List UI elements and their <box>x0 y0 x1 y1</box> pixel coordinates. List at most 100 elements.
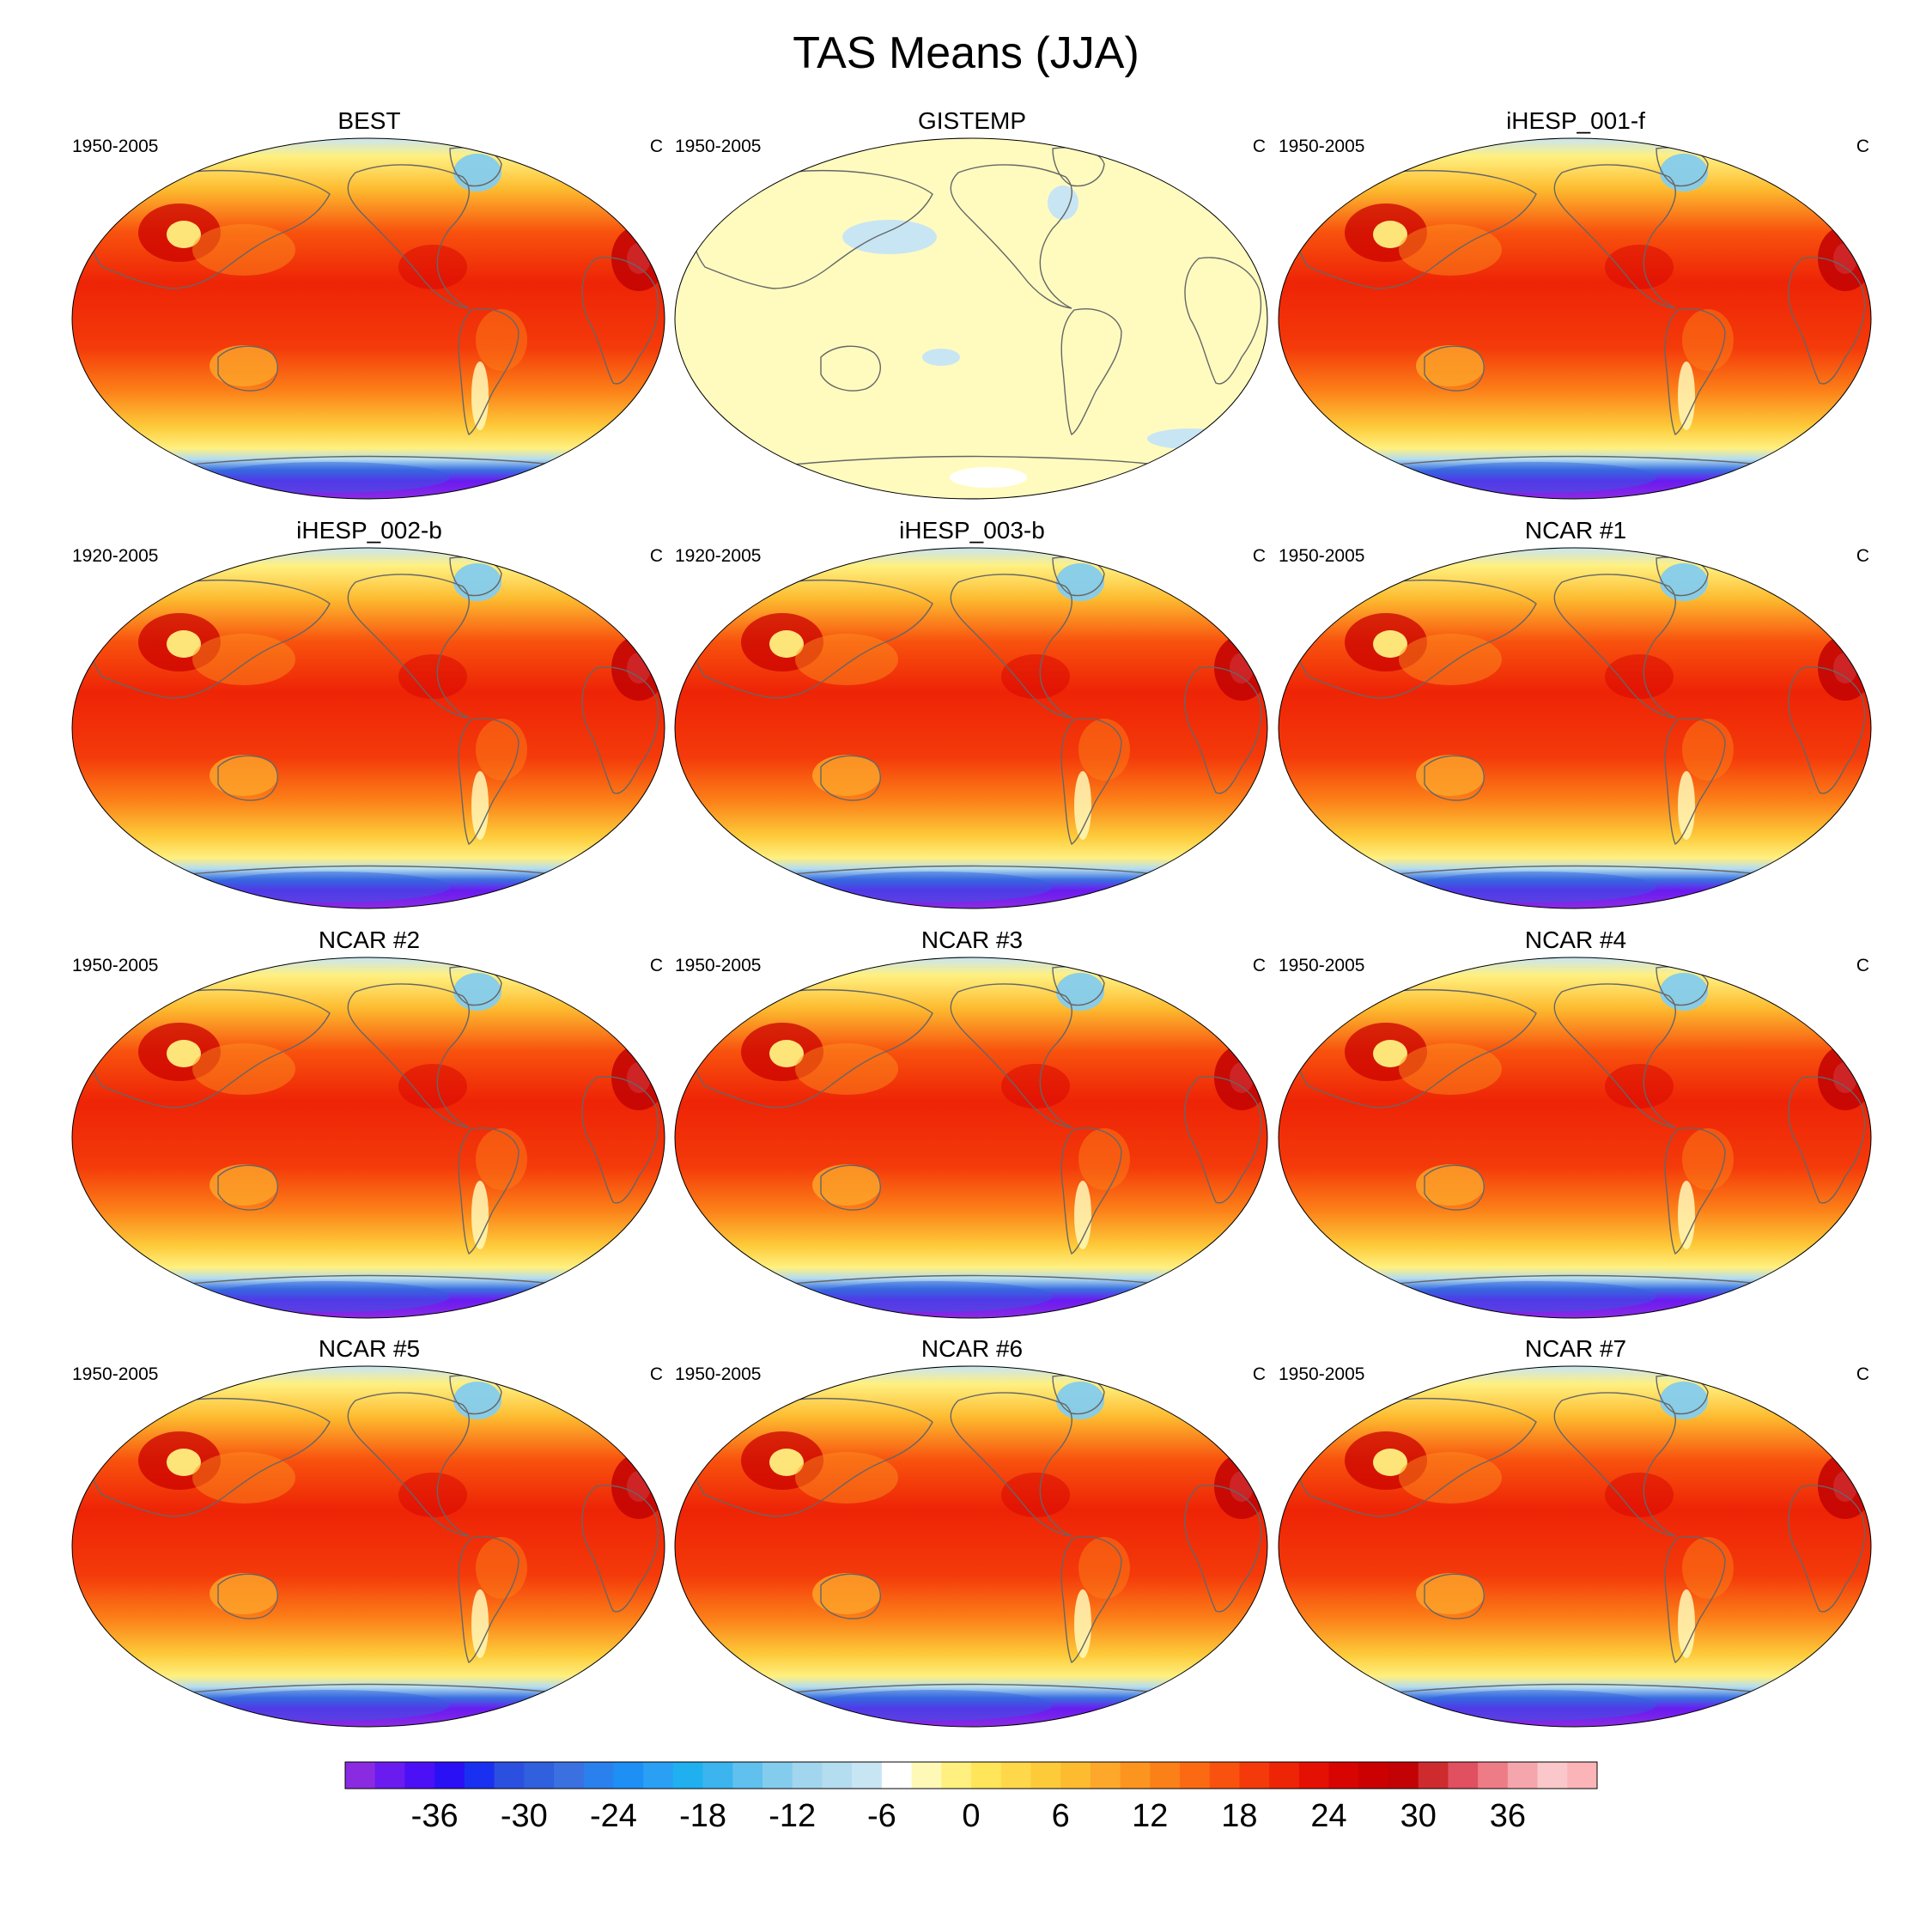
colorbar-bin <box>1180 1762 1211 1789</box>
coastline-eurasia <box>690 169 933 289</box>
colorbar-bin <box>732 1762 763 1789</box>
map-border <box>71 137 665 500</box>
colorbar-bin <box>374 1762 405 1789</box>
colorbar-bin <box>1269 1762 1300 1789</box>
panel-units: C <box>649 956 663 975</box>
map-border <box>674 547 1268 909</box>
temperature-field <box>72 548 665 908</box>
map-border <box>1278 1365 1872 1728</box>
colorbar-bin <box>1150 1762 1181 1789</box>
panel-period: 1950-2005 <box>1279 137 1365 156</box>
map <box>1278 1365 1872 1728</box>
coastline-africa <box>1788 666 1866 794</box>
map-panel: NCAR #4 1950-2005 C <box>1275 927 1876 1321</box>
panel-period: 1950-2005 <box>72 1364 159 1384</box>
panel-units: C <box>1252 1364 1266 1384</box>
colorbar-bin <box>1298 1762 1330 1789</box>
panel-period: 1920-2005 <box>675 546 762 566</box>
coastline-australia <box>217 345 278 392</box>
coastline-south-america <box>1060 308 1122 436</box>
map-border <box>674 1365 1268 1728</box>
colorbar-bin <box>434 1762 465 1789</box>
map-border <box>674 137 1268 500</box>
coastline-south-america <box>458 1536 519 1664</box>
coastline-australia <box>820 345 881 392</box>
coastline-australia <box>217 1164 278 1211</box>
coastline-africa <box>581 1485 659 1613</box>
coastline-south-america <box>1664 308 1726 436</box>
coastline-north-america <box>347 983 470 1128</box>
map-panel: GISTEMP 1950-2005 C <box>671 107 1273 502</box>
map <box>674 957 1268 1319</box>
map-border <box>71 547 665 909</box>
coastline-africa <box>1184 1485 1262 1613</box>
colorbar-bin <box>1537 1762 1568 1789</box>
panel-period: 1950-2005 <box>1279 1364 1365 1384</box>
temperature-field <box>1279 1366 1871 1727</box>
coastline-north-america <box>347 1392 470 1537</box>
map-border <box>1278 547 1872 909</box>
map-panel: BEST 1950-2005 C <box>69 107 670 502</box>
temperature-field <box>675 957 1267 1318</box>
map-border <box>71 957 665 1319</box>
coastline-africa <box>581 666 659 794</box>
figure-title: TAS Means (JJA) <box>793 28 1139 78</box>
colorbar-bin <box>852 1762 883 1789</box>
coastline-australia <box>217 1573 278 1619</box>
coastline-north-america <box>950 983 1072 1128</box>
colorbar-bin <box>822 1762 853 1789</box>
colorbar-bin <box>1239 1762 1270 1789</box>
colorbar-bin <box>762 1762 793 1789</box>
panel-title: NCAR #7 <box>1524 1335 1627 1362</box>
coastline-australia <box>820 1573 881 1619</box>
coastline-eurasia <box>690 1397 933 1517</box>
colorbar-bin <box>1120 1762 1151 1789</box>
panel-title: NCAR #2 <box>318 927 421 953</box>
coastline-south-america <box>458 1127 519 1255</box>
map <box>1278 957 1872 1319</box>
temperature-field <box>72 1366 665 1727</box>
panel-period: 1920-2005 <box>72 546 159 566</box>
coastline-africa <box>1788 257 1866 385</box>
coastline-south-america <box>458 308 519 436</box>
coastline-eurasia <box>1293 988 1537 1109</box>
map-panel-grid: BEST 1950-2005 C GISTEMP 1950-2005 C iHESP_001… <box>69 107 1876 1730</box>
coastline-eurasia <box>87 579 331 699</box>
map-panel: NCAR #7 1950-2005 C <box>1275 1335 1876 1730</box>
colorbar-bin <box>941 1762 972 1789</box>
temperature-field <box>72 138 665 499</box>
panel-title: iHESP_003-b <box>899 517 1045 544</box>
map-border <box>674 957 1268 1319</box>
colorbar-bin <box>792 1762 823 1789</box>
colorbar-bin <box>971 1762 1002 1789</box>
coastline-africa <box>1788 1076 1866 1204</box>
map-panel: iHESP_001-f 1950-2005 C <box>1275 107 1876 502</box>
map <box>71 957 665 1319</box>
colorbar-tick-label: -12 <box>769 1798 816 1834</box>
colorbar-bin <box>554 1762 585 1789</box>
colorbar-tick-label: -6 <box>867 1798 896 1834</box>
colorbar-tick-label: 24 <box>1310 1798 1346 1834</box>
panel-title: NCAR #5 <box>318 1335 421 1362</box>
colorbar-bin <box>702 1762 733 1789</box>
colorbar-tick-label: 6 <box>1052 1798 1070 1834</box>
coastline-eurasia <box>690 579 933 699</box>
coastline-south-america <box>1060 1536 1122 1664</box>
panel-title: NCAR #6 <box>920 1335 1024 1362</box>
coastline-north-america <box>1553 164 1676 309</box>
panel-title: iHESP_001-f <box>1506 107 1645 134</box>
colorbar-bin <box>1478 1762 1509 1789</box>
colorbar-tick-label: -36 <box>411 1798 459 1834</box>
colorbar-bin <box>1060 1762 1091 1789</box>
panel-period: 1950-2005 <box>675 956 762 975</box>
colorbar-bin <box>1209 1762 1240 1789</box>
colorbar-bin <box>1388 1762 1419 1789</box>
map-panel: NCAR #6 1950-2005 C <box>671 1335 1273 1730</box>
coastline-australia <box>820 1164 881 1211</box>
colorbar-bin <box>583 1762 614 1789</box>
colorbar: -36 -30 -24 -18 -12 -6 0 6 12 18 24 30 36 <box>344 1761 1598 1834</box>
panel-units: C <box>1856 956 1869 975</box>
coastline-north-america <box>347 574 470 719</box>
coastline-africa <box>581 257 659 385</box>
coastline-africa <box>1184 1076 1262 1204</box>
